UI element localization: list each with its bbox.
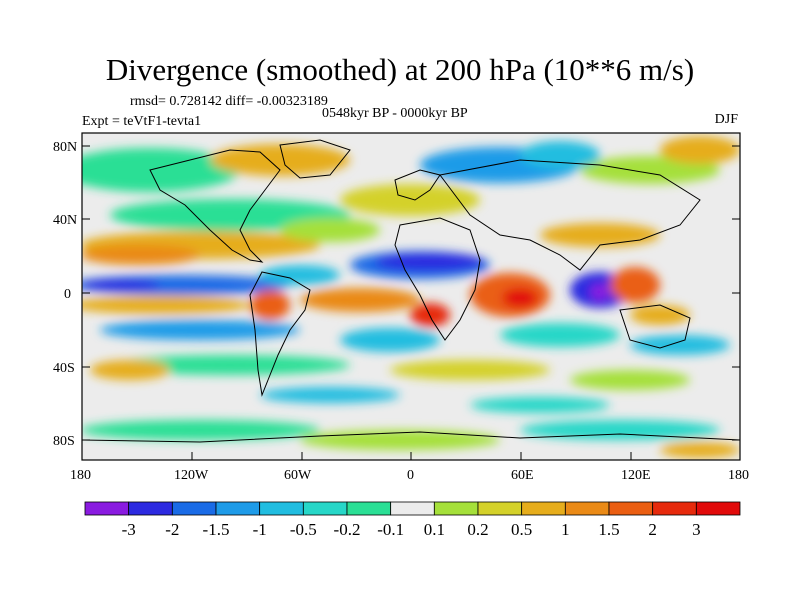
colorbar-swatch xyxy=(171,501,217,516)
colorbar-swatch xyxy=(652,501,697,516)
colorbar-label: 1.5 xyxy=(598,520,620,539)
lon-tick-180w: 180 xyxy=(70,468,91,483)
colorbar-swatch xyxy=(695,501,741,516)
colorbar-label: 2 xyxy=(648,520,657,539)
colorbar-swatch xyxy=(564,501,610,516)
figure-title: Divergence (smoothed) at 200 hPa (10**6 … xyxy=(105,52,695,87)
time-period: 0548kyr BP - 0000kyr BP xyxy=(322,106,468,121)
lon-tick-180e: 180 xyxy=(728,468,749,483)
colorbar-label: -0.2 xyxy=(333,520,361,539)
lon-tick-120w: 120W xyxy=(174,468,209,483)
colorbar-label: -1.5 xyxy=(202,520,230,539)
colorbar-swatch xyxy=(128,501,173,516)
lon-tick-60e: 60E xyxy=(511,468,534,483)
lat-tick-eq: 0 xyxy=(64,287,71,302)
lon-tick-0: 0 xyxy=(407,468,414,483)
colorbar-label: -3 xyxy=(121,520,136,539)
colorbar-swatch xyxy=(390,501,435,516)
rmsd-stats: rmsd= 0.728142 diff= -0.00323189 xyxy=(130,94,328,109)
colorbar-swatch xyxy=(433,501,479,516)
colorbar-label: 3 xyxy=(692,520,701,539)
experiment-label: Expt = teVtF1-tevta1 xyxy=(82,114,202,129)
lat-tick-40s: 40S xyxy=(53,361,75,376)
lat-tick-80s: 80S xyxy=(53,434,75,449)
colorbar-label: -1 xyxy=(252,520,267,539)
colorbar-label: 1 xyxy=(561,520,570,539)
colorbar-label: -0.5 xyxy=(289,520,317,539)
lon-tick-120e: 120E xyxy=(621,468,651,483)
colorbar-swatch xyxy=(215,501,261,516)
colorbar-swatch xyxy=(84,501,130,516)
colorbar-label: 0.5 xyxy=(511,520,533,539)
season-label: DJF xyxy=(714,112,738,127)
lat-tick-40n: 40N xyxy=(53,213,78,228)
colorbar-swatch xyxy=(608,501,654,516)
lat-tick-80n: 80N xyxy=(53,140,78,155)
colorbar-swatch xyxy=(477,501,523,516)
colorbar-swatch xyxy=(302,501,348,516)
colorbar-swatch xyxy=(346,501,392,516)
colorbar-label: 0.1 xyxy=(423,520,445,539)
colorbar-swatch xyxy=(259,501,304,516)
lon-tick-60w: 60W xyxy=(284,468,312,483)
colorbar-label: 0.2 xyxy=(467,520,489,539)
colorbar-label: -0.1 xyxy=(377,520,405,539)
colorbar-label: -2 xyxy=(165,520,180,539)
colorbar-swatch xyxy=(521,501,566,516)
